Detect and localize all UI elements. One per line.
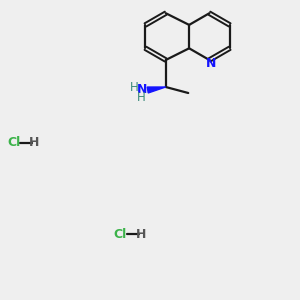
Text: N: N — [206, 57, 216, 70]
Text: H: H — [136, 227, 146, 241]
Text: H: H — [137, 91, 146, 104]
Text: H: H — [29, 136, 40, 149]
Text: H: H — [130, 81, 139, 94]
Text: Cl: Cl — [7, 136, 20, 149]
Text: N: N — [136, 83, 147, 96]
Text: Cl: Cl — [113, 227, 127, 241]
Polygon shape — [147, 87, 166, 93]
